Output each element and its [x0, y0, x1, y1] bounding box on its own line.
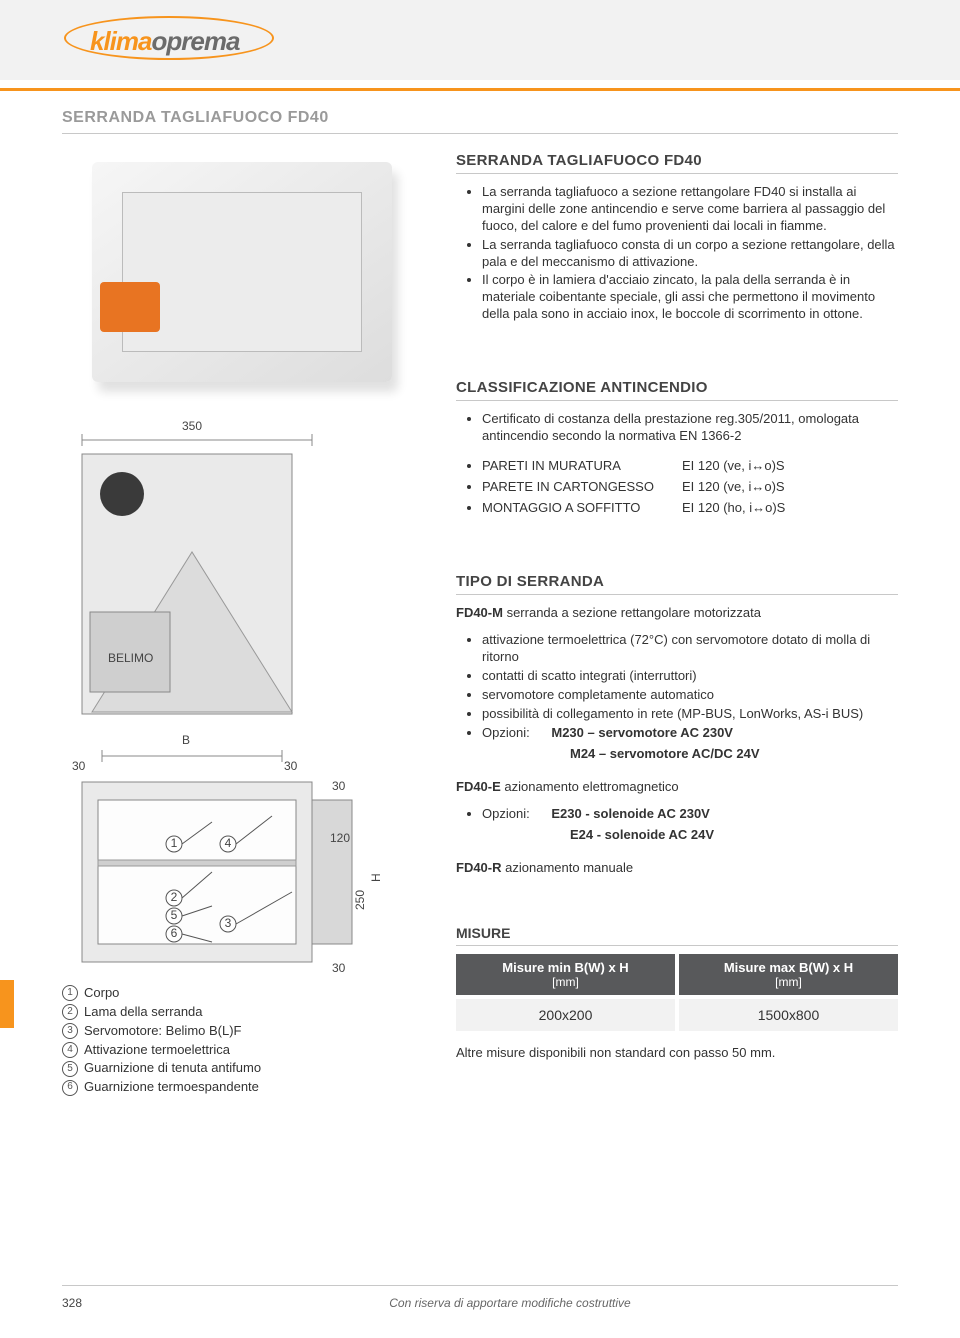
misure-note: Altre misure disponibili non standard co… [456, 1045, 898, 1060]
bullet: La serranda tagliafuoco a sezione rettan… [482, 184, 898, 235]
classification-title: CLASSIFICAZIONE ANTINCENDIO [456, 379, 898, 401]
footer-note: Con riserva di apportare modifiche costr… [122, 1296, 898, 1310]
svg-text:30: 30 [72, 759, 86, 773]
legend-item: Lama della serranda [84, 1003, 203, 1022]
legend-item: Servomotore: Belimo B(L)F [84, 1022, 242, 1041]
dimensions-table: Misure min B(W) x H[mm] Misure max B(W) … [456, 954, 898, 1031]
type-code: FD40-R [456, 860, 502, 875]
svg-text:6: 6 [171, 926, 178, 940]
svg-text:30: 30 [332, 961, 346, 972]
svg-text:BELIMO: BELIMO [108, 651, 153, 665]
dim-label: B [182, 733, 190, 747]
type-code: FD40-M [456, 605, 503, 620]
bullet: contatti di scatto integrati (interrutto… [482, 668, 898, 685]
product-title: SERRANDA TAGLIAFUOCO FD40 [456, 152, 898, 174]
dim-label: 350 [182, 419, 202, 433]
class-value: EI 120 (ho, i↔o)S [682, 499, 785, 518]
bullet: attivazione termoelettrica (72°C) con se… [482, 632, 898, 666]
table-header: Misure min B(W) x H[mm] [456, 954, 677, 997]
product-description: La serranda tagliafuoco a sezione rettan… [456, 184, 898, 323]
bullet: possibilità di collegamento in rete (MP-… [482, 706, 898, 723]
cert-text: Certificato di costanza della prestazion… [482, 411, 898, 445]
type-title: TIPO DI SERRANDA [456, 573, 898, 595]
type-desc: azionamento manuale [505, 860, 633, 875]
svg-text:H: H [369, 873, 383, 882]
bullet: Il corpo è in lamiera d'acciaio zincato,… [482, 272, 898, 323]
table-header: Misure max B(W) x H[mm] [677, 954, 898, 997]
legend-item: Attivazione termoelettrica [84, 1041, 230, 1060]
drawing-legend: 1Corpo 2Lama della serranda 3Servomotore… [62, 984, 422, 1097]
table-cell: 200x200 [456, 997, 677, 1031]
accent-rule [0, 88, 960, 91]
class-value: EI 120 (ve, i↔o)S [682, 457, 785, 476]
option: M230 – servomotore AC 230V [551, 725, 733, 740]
svg-text:5: 5 [171, 908, 178, 922]
class-label: MONTAGGIO A SOFFITTO [482, 499, 682, 518]
misure-title: MISURE [456, 925, 898, 946]
svg-text:30: 30 [332, 779, 346, 793]
svg-text:2: 2 [171, 890, 178, 904]
page-number: 328 [62, 1296, 122, 1310]
type-desc: azionamento elettromagnetico [504, 779, 678, 794]
bullet: servomotore completamente automatico [482, 687, 898, 704]
class-label: PARETE IN CARTONGESSO [482, 478, 682, 497]
table-cell: 1500x800 [677, 997, 898, 1031]
class-label: PARETI IN MURATURA [482, 457, 682, 476]
bullet: La serranda tagliafuoco consta di un cor… [482, 237, 898, 271]
page-footer: 328 Con riserva di apportare modifiche c… [62, 1285, 898, 1310]
type-code: FD40-E [456, 779, 501, 794]
legend-item: Guarnizione termoespandente [84, 1078, 259, 1097]
logo: klimaoprema [64, 16, 274, 60]
options-label: Opzioni: [482, 725, 530, 740]
type-desc: serranda a sezione rettangolare motorizz… [507, 605, 761, 620]
option: M24 – servomotore AC/DC 24V [570, 746, 760, 761]
legend-item: Corpo [84, 984, 119, 1003]
svg-text:30: 30 [284, 759, 298, 773]
svg-text:250: 250 [353, 890, 367, 910]
option: E24 - solenoide AC 24V [570, 827, 714, 842]
product-image [92, 162, 392, 382]
side-tab [0, 980, 14, 1028]
legend-item: Guarnizione di tenuta antifumo [84, 1059, 261, 1078]
technical-drawing: 350 BELIMO B 30 30 [62, 412, 402, 972]
class-value: EI 120 (ve, i↔o)S [682, 478, 785, 497]
option: E230 - solenoide AC 230V [551, 806, 709, 821]
section-heading: SERRANDA TAGLIAFUOCO FD40 [62, 99, 898, 134]
svg-text:3: 3 [225, 916, 232, 930]
svg-text:120: 120 [330, 831, 350, 845]
svg-text:4: 4 [225, 836, 232, 850]
header: klimaoprema [0, 0, 960, 88]
options-label: Opzioni: [482, 806, 530, 821]
svg-text:1: 1 [171, 836, 178, 850]
